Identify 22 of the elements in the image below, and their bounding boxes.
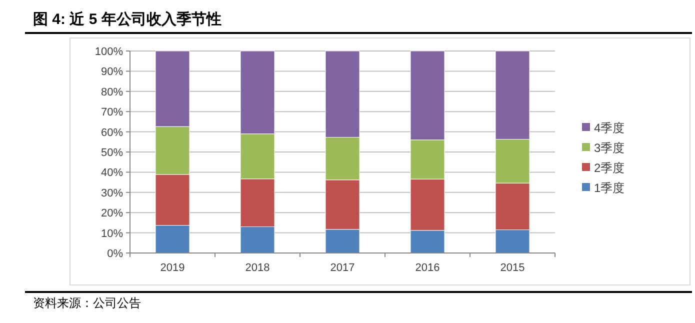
- y-tick-label: 30%: [100, 187, 124, 200]
- y-tick-label: 10%: [100, 228, 124, 240]
- title: 图 4: 近 5 年公司收入季节性: [33, 11, 222, 28]
- y-tick-label: 40%: [100, 167, 124, 180]
- x-tick-label: 2016: [415, 262, 440, 274]
- legend-label: 4季度: [594, 121, 625, 135]
- x-tick-label: 2018: [245, 262, 270, 274]
- x-tick-label: 2017: [330, 262, 355, 274]
- y-tick-label: 70%: [100, 106, 124, 119]
- y-tick-label: 60%: [100, 126, 124, 139]
- legend-label: 1季度: [594, 181, 625, 195]
- y-tick-label: 90%: [100, 66, 124, 78]
- y-tick-label: 100%: [94, 46, 124, 58]
- y-tick-label: 80%: [100, 86, 124, 98]
- text: 资料来源：公司公告: [33, 296, 141, 310]
- y-tick-label: 50%: [100, 147, 124, 159]
- x-tick-label: 2015: [500, 262, 525, 274]
- y-tick-label: 20%: [100, 208, 124, 220]
- y-tick-label: 0%: [107, 248, 124, 260]
- legend-label: 2季度: [594, 161, 625, 175]
- legend-label: 3季度: [594, 141, 625, 155]
- x-tick-label: 2019: [160, 262, 185, 274]
